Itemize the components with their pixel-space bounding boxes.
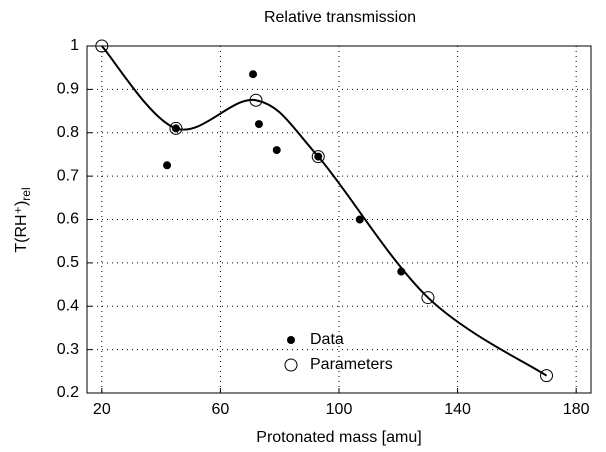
chart-title: Relative transmission (264, 9, 416, 26)
point (397, 267, 406, 276)
y-tick-label: 0.2 (57, 384, 79, 401)
point (314, 152, 323, 161)
x-axis-label: Protonated mass [amu] (256, 429, 421, 446)
y-tick-label: 0.6 (57, 211, 79, 228)
fit-curve (101, 45, 548, 377)
x-tick-label: 60 (212, 401, 230, 418)
point (249, 93, 263, 107)
point (272, 146, 281, 155)
y-tick-label: 0.3 (57, 341, 79, 358)
y-axis-label-main: T(RH⁺) (13, 201, 30, 253)
legend-label: Parameters (310, 356, 393, 373)
y-tick-label: 0.4 (57, 297, 79, 314)
x-tick-label: 140 (444, 401, 471, 418)
y-axis-label-sub: rel (19, 187, 33, 200)
point (169, 121, 183, 135)
legend-marker (287, 336, 295, 344)
point (421, 291, 435, 305)
y-tick-label: 0.5 (57, 254, 79, 271)
plot-frame (86, 45, 592, 394)
y-tick-label: 0.8 (57, 124, 79, 141)
point (249, 70, 258, 79)
legend-label: Data (310, 331, 344, 348)
x-tick-label: 20 (93, 401, 111, 418)
point (254, 120, 263, 129)
legend-marker (284, 358, 298, 372)
point (540, 369, 554, 383)
point (355, 215, 364, 224)
point (171, 124, 180, 133)
point (163, 161, 172, 170)
y-tick-label: 0.7 (57, 167, 79, 184)
point (311, 150, 325, 164)
y-tick-label: 0.9 (57, 81, 79, 98)
x-tick-label: 180 (563, 401, 590, 418)
x-tick-label: 100 (326, 401, 353, 418)
point (95, 39, 109, 53)
y-axis-label: T(RH⁺)rel (13, 187, 33, 252)
y-tick-label: 1 (70, 37, 79, 54)
